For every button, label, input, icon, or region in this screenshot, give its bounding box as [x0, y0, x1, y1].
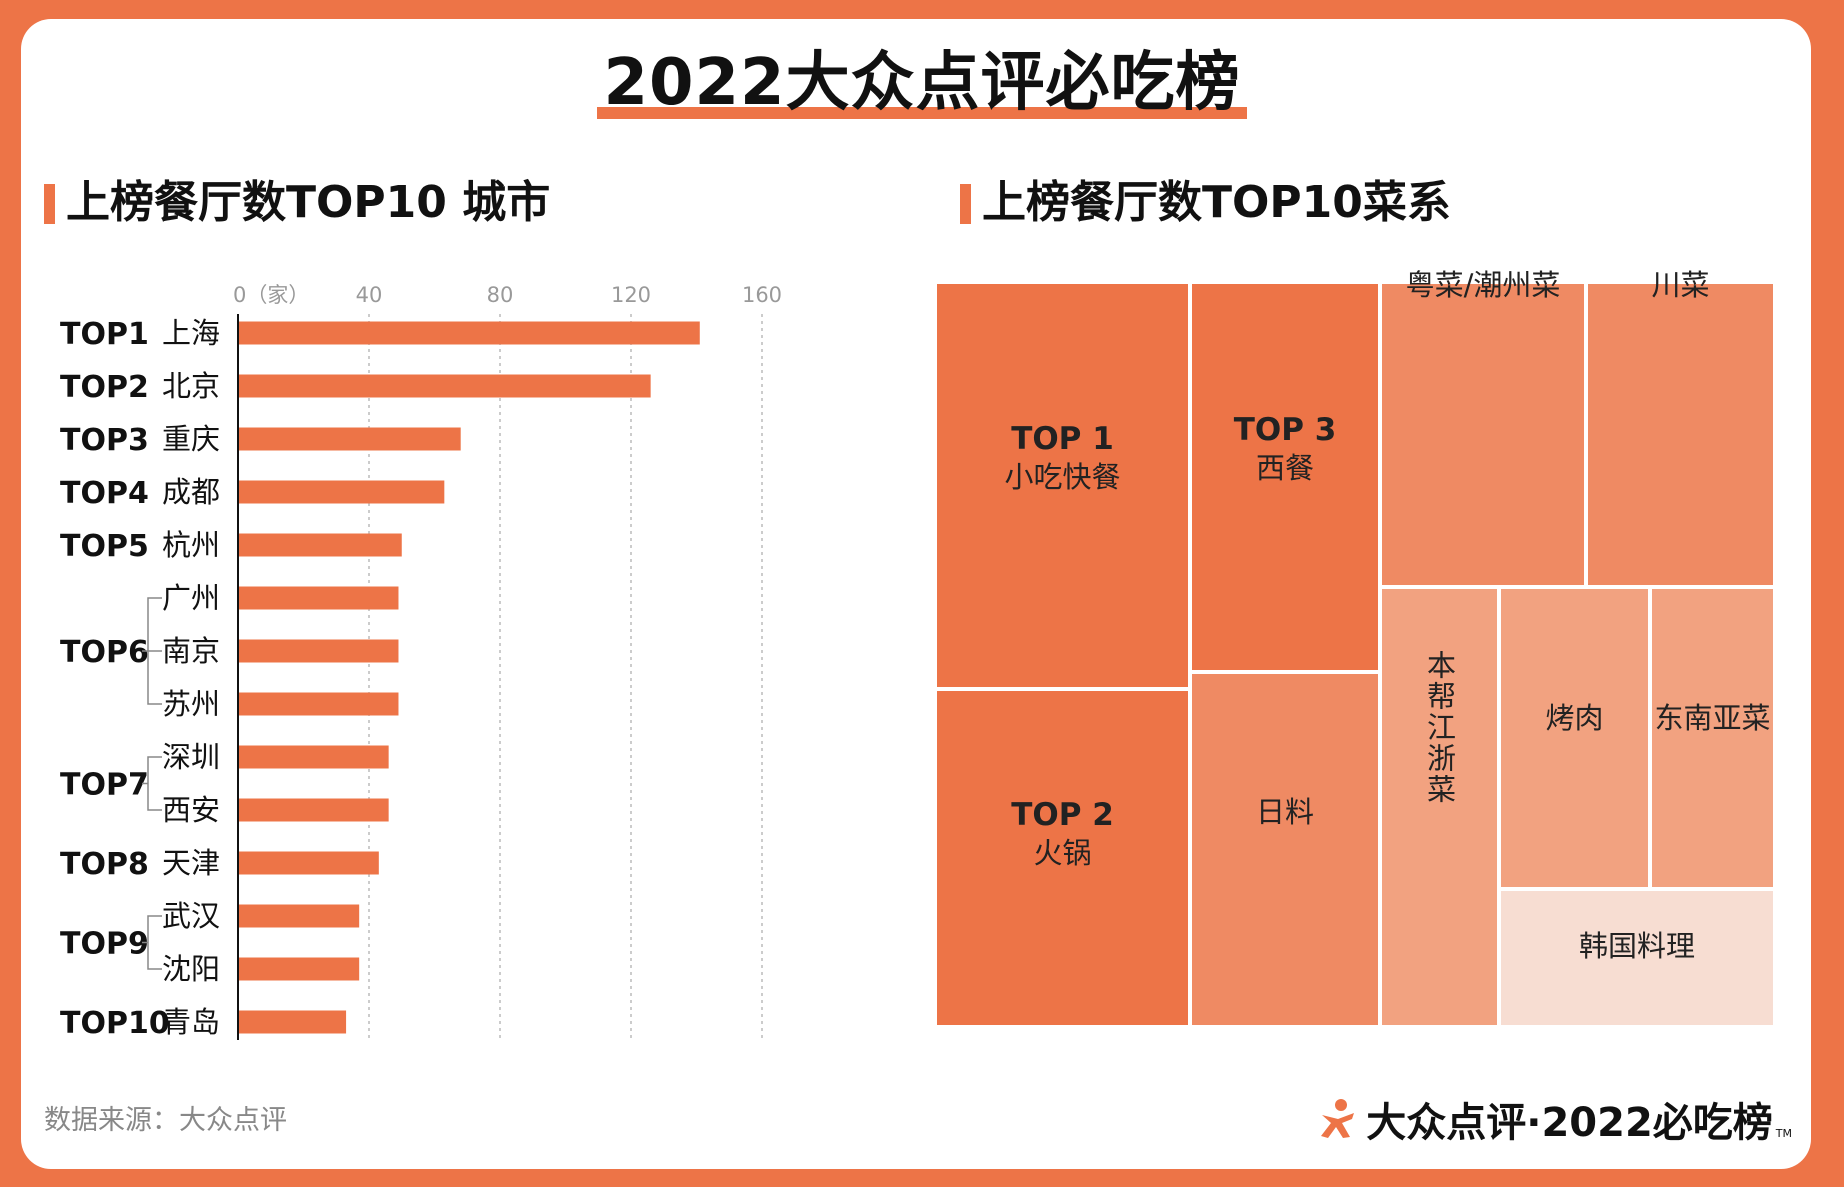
treemap-tile: 日料 — [1190, 672, 1380, 1027]
treemap-tile: TOP 1 小吃快餐 — [935, 282, 1190, 689]
bar-北京 — [239, 374, 651, 398]
bar-武汉 — [239, 904, 360, 928]
rank-label: TOP9 — [60, 927, 149, 962]
bar-青岛 — [239, 1010, 347, 1034]
tile-text-group: 东南亚菜 — [1654, 699, 1770, 737]
main-title-wrap: 2022大众点评必吃榜 — [0, 40, 1844, 126]
source-note: 数据来源：大众点评 — [44, 1105, 287, 1136]
rank-label: TOP4 — [60, 476, 149, 511]
tile-name: 川菜 — [1651, 267, 1710, 302]
city-label: 深圳 — [162, 740, 220, 774]
rank-label: TOP5 — [60, 529, 149, 564]
x-tick-label: 0（家） — [233, 283, 309, 307]
bar-天津 — [239, 851, 379, 875]
rank-bracket — [147, 756, 162, 811]
cuisine-chart-title: 上榜餐厅数TOP10菜系 — [960, 176, 1451, 230]
rank-bracket — [147, 915, 162, 970]
city-label: 沈阳 — [162, 952, 220, 986]
x-tick-label: 40 — [356, 283, 383, 307]
tile-text-group: 本帮江浙菜 — [1421, 650, 1459, 805]
treemap-tile: 烤肉 — [1499, 587, 1650, 889]
tile-text-group: 川菜 — [1651, 266, 1709, 304]
bar-重庆 — [239, 427, 461, 451]
tile-name: 粤菜/潮州菜 — [1405, 267, 1561, 302]
rank-label: TOP1 — [60, 317, 149, 352]
rank-label: TOP6 — [60, 635, 149, 670]
city-label: 重庆 — [162, 422, 220, 456]
city-label: 苏州 — [162, 687, 220, 721]
rank-label: TOP10 — [60, 1006, 170, 1041]
city-label: 南京 — [162, 634, 220, 668]
city-label: 北京 — [162, 369, 220, 403]
bar-深圳 — [239, 745, 389, 769]
dianping-logo-icon — [1321, 1099, 1355, 1138]
bar-南京 — [239, 639, 399, 663]
city-bar-chart: 0（家） 40 80 120 160 上海北京重庆成都杭州广州南京苏州深圳西安天津武汉沈阳… — [60, 283, 782, 1041]
treemap-tile: 粤菜/潮州菜 — [1380, 268, 1586, 587]
cuisine-treemap: TOP 1 小吃快餐 TOP 2 火锅 TOP 3 西餐日料 粤菜/潮州菜 川菜本帮江浙菜 烤肉… — [935, 268, 1775, 1027]
footer-brand: 大众点评·2022必吃榜 TM — [1316, 1090, 1792, 1148]
tile-name: 烤肉 — [1545, 701, 1604, 735]
tile-name: 火锅 — [1033, 836, 1092, 870]
treemap-tile: 东南亚菜 — [1650, 587, 1775, 889]
trademark-mark: TM — [1775, 1127, 1792, 1140]
footer-brand-text: 大众点评·2022必吃榜 — [1366, 1100, 1773, 1146]
bar-西安 — [239, 798, 389, 822]
tile-name: 小吃快餐 — [1004, 459, 1121, 494]
city-label: 武汉 — [162, 899, 220, 933]
bar-广州 — [239, 586, 399, 610]
city-label: 青岛 — [162, 1005, 220, 1039]
tile-rank: TOP 1 — [1011, 420, 1114, 457]
bar-杭州 — [239, 533, 402, 557]
tile-rank: TOP 3 — [1233, 412, 1337, 448]
city-label: 广州 — [162, 581, 220, 615]
tile-text-group: TOP 1 小吃快餐 — [1004, 420, 1120, 496]
tile-rank: TOP 2 — [1011, 797, 1114, 833]
tile-name: 本帮江浙菜 — [1422, 649, 1457, 805]
treemap-tile: 本帮江浙菜 — [1380, 587, 1499, 1027]
rank-label: TOP3 — [60, 423, 149, 458]
tile-text-group: 粤菜/潮州菜 — [1406, 266, 1561, 304]
city-label: 上海 — [162, 316, 220, 350]
city-label: 成都 — [162, 475, 220, 509]
tile-text-group: TOP 2 火锅 — [1011, 796, 1114, 872]
treemap-tile: 韩国料理 — [1499, 889, 1775, 1027]
tile-text-group: 日料 — [1256, 793, 1314, 831]
treemap-tile: 川菜 — [1586, 268, 1775, 587]
x-tick-label: 80 — [487, 283, 514, 307]
city-label: 西安 — [162, 793, 220, 827]
tile-text-group: TOP 3 西餐 — [1234, 411, 1337, 487]
treemap-tile: TOP 2 火锅 — [935, 689, 1190, 1027]
x-tick-label: 160 — [742, 283, 782, 307]
city-chart-title: 上榜餐厅数TOP10 城市 — [44, 176, 550, 230]
tile-name: 韩国料理 — [1578, 929, 1695, 963]
rank-label: TOP8 — [60, 847, 149, 882]
rank-label: TOP2 — [60, 370, 149, 405]
tile-name: 西餐 — [1255, 451, 1314, 485]
rank-label: TOP7 — [60, 768, 149, 803]
main-title: 2022大众点评必吃榜 — [597, 40, 1247, 126]
tile-text-group: 韩国料理 — [1579, 927, 1695, 965]
tile-name: 东南亚菜 — [1654, 701, 1771, 735]
tile-name: 日料 — [1255, 794, 1314, 829]
city-label: 杭州 — [162, 528, 220, 562]
bar-苏州 — [239, 692, 399, 716]
x-tick-label: 120 — [611, 283, 651, 307]
bar-上海 — [239, 321, 700, 345]
treemap-tile: TOP 3 西餐 — [1190, 282, 1380, 672]
city-label: 天津 — [162, 846, 220, 880]
bar-成都 — [239, 480, 445, 504]
bar-沈阳 — [239, 957, 360, 981]
tile-text-group: 烤肉 — [1545, 699, 1603, 737]
